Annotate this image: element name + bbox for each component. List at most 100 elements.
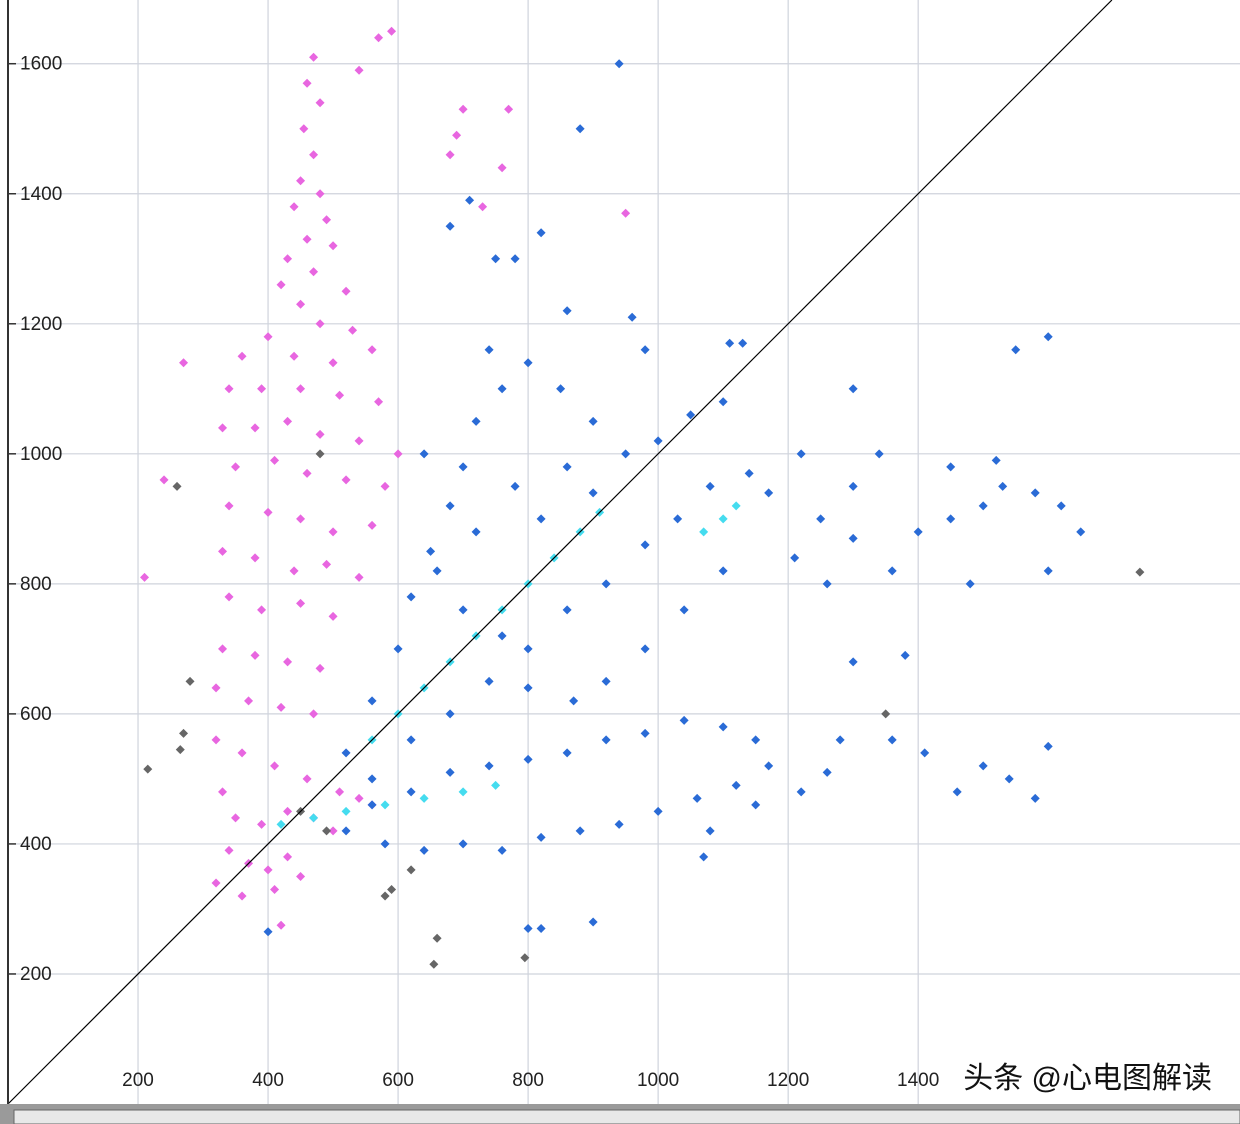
point	[848, 657, 858, 667]
point	[1030, 793, 1040, 803]
point	[478, 202, 488, 212]
point	[276, 280, 286, 290]
point	[374, 397, 384, 407]
point	[341, 748, 351, 758]
point	[523, 754, 533, 764]
point	[653, 436, 663, 446]
point	[224, 845, 234, 855]
point	[406, 865, 416, 875]
point	[445, 221, 455, 231]
point	[484, 345, 494, 355]
point	[380, 891, 390, 901]
point	[536, 514, 546, 524]
point	[315, 429, 325, 439]
point	[328, 611, 338, 621]
point	[822, 579, 832, 589]
point	[913, 527, 923, 537]
y-tick-label: 400	[20, 834, 52, 855]
point	[881, 709, 891, 719]
point	[387, 884, 397, 894]
x-tick-label: 600	[382, 1070, 414, 1091]
x-tick-label: 400	[252, 1070, 284, 1091]
point	[458, 104, 468, 114]
point	[452, 130, 462, 140]
point	[270, 761, 280, 771]
point	[309, 709, 319, 719]
point	[328, 241, 338, 251]
point	[614, 819, 624, 829]
point	[218, 644, 228, 654]
point	[705, 481, 715, 491]
point	[270, 884, 280, 894]
point	[520, 953, 530, 963]
point	[497, 384, 507, 394]
point	[458, 839, 468, 849]
point	[263, 507, 273, 517]
point	[276, 702, 286, 712]
point	[218, 546, 228, 556]
point	[627, 312, 637, 322]
point	[640, 345, 650, 355]
point	[380, 839, 390, 849]
point	[276, 819, 286, 829]
point	[296, 514, 306, 524]
point	[341, 806, 351, 816]
point	[796, 449, 806, 459]
point	[179, 358, 189, 368]
point	[465, 195, 475, 205]
y-tick-label: 1400	[20, 184, 62, 205]
point	[588, 416, 598, 426]
point	[328, 826, 338, 836]
point	[432, 566, 442, 576]
point	[328, 358, 338, 368]
point	[143, 764, 153, 774]
point	[946, 514, 956, 524]
point	[315, 319, 325, 329]
point	[263, 332, 273, 342]
point	[822, 767, 832, 777]
point	[309, 150, 319, 160]
point	[497, 845, 507, 855]
point	[510, 481, 520, 491]
point	[1030, 488, 1040, 498]
point	[309, 267, 319, 277]
point	[640, 728, 650, 738]
point	[731, 780, 741, 790]
point	[738, 338, 748, 348]
point	[250, 650, 260, 660]
point	[718, 514, 728, 524]
point	[175, 745, 185, 755]
point	[952, 787, 962, 797]
point	[536, 923, 546, 933]
point	[692, 793, 702, 803]
point	[270, 455, 280, 465]
point	[354, 793, 364, 803]
point	[556, 384, 566, 394]
point	[283, 806, 293, 816]
point	[289, 566, 299, 576]
point	[250, 553, 260, 563]
point	[588, 488, 598, 498]
point	[283, 254, 293, 264]
point	[322, 559, 332, 569]
point	[835, 735, 845, 745]
point	[601, 579, 611, 589]
point	[224, 592, 234, 602]
point	[614, 59, 624, 69]
point	[244, 696, 254, 706]
y-tick-label: 600	[20, 704, 52, 725]
point	[419, 793, 429, 803]
point	[224, 501, 234, 511]
point	[367, 345, 377, 355]
y-tick-label: 1000	[20, 444, 62, 465]
point	[218, 423, 228, 433]
point	[1043, 566, 1053, 576]
point	[393, 644, 403, 654]
point	[569, 696, 579, 706]
point	[718, 722, 728, 732]
point	[250, 423, 260, 433]
point	[419, 845, 429, 855]
point	[523, 683, 533, 693]
point	[718, 566, 728, 576]
